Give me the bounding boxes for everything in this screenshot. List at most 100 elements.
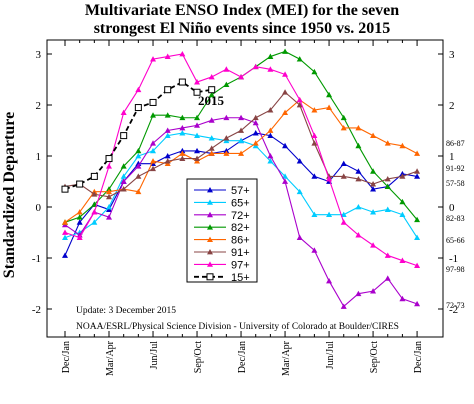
point-72-17	[311, 247, 318, 253]
legend-marker-91	[207, 249, 213, 255]
point-91-16	[296, 102, 303, 108]
point-82-23	[399, 198, 406, 205]
point-86-24	[414, 150, 421, 156]
point-86-12	[238, 150, 245, 156]
point-57-0	[62, 252, 68, 258]
point-65-22	[384, 206, 391, 212]
end-label-97-98: 97-98	[446, 265, 465, 274]
point-97-21	[370, 242, 377, 248]
legend-marker-82	[207, 224, 213, 230]
point-65-20	[355, 204, 362, 210]
point-72-11	[223, 114, 230, 121]
point-82-7	[164, 112, 171, 118]
point-82-8	[179, 114, 186, 121]
x-tick-label-6: Jun/Jul	[325, 341, 336, 370]
legend-label-72: 72+	[231, 210, 250, 222]
x-tick-label-1: Mar/Apr	[105, 340, 116, 376]
point-82-5	[135, 147, 142, 154]
point-72-3	[106, 214, 113, 220]
point-65-10	[208, 135, 215, 141]
series-line-15	[64, 81, 212, 191]
point-65-3	[106, 204, 113, 210]
point-82-4	[120, 163, 127, 169]
point-97-16	[296, 96, 303, 103]
point-86-5	[135, 188, 142, 195]
point-82-22	[384, 183, 391, 189]
point-97-4	[120, 109, 127, 116]
point-72-18	[326, 277, 333, 284]
point-57-21	[370, 186, 377, 192]
point-82-10	[208, 91, 215, 98]
point-97-11	[223, 66, 230, 72]
point-91-20	[355, 175, 362, 182]
point-91-22	[384, 175, 391, 182]
point-82-24	[414, 216, 421, 223]
series-72: 72-73	[62, 114, 465, 310]
legend-marker-65	[207, 199, 213, 205]
y-tick-label-left-0: 0	[36, 202, 42, 214]
point-72-7	[164, 127, 171, 133]
point-86-20	[355, 124, 362, 131]
y-tick-label-right--1: -1	[449, 253, 458, 265]
y-tick-label-left-3: 3	[36, 49, 42, 61]
point-15-10	[208, 86, 216, 94]
point-82-20	[355, 142, 362, 149]
point-65-5	[135, 153, 142, 159]
point-86-13	[252, 140, 259, 146]
point-57-1	[76, 219, 83, 225]
point-91-10	[208, 145, 215, 151]
point-86-1	[76, 209, 83, 215]
point-65-16	[296, 188, 303, 195]
point-91-24	[414, 168, 421, 174]
x-tick-label-3: Sep/Oct	[193, 341, 204, 373]
plot-frame	[46, 39, 444, 338]
point-82-9	[194, 114, 201, 121]
point-65-21	[370, 209, 377, 215]
point-86-6	[150, 158, 157, 164]
point-65-12	[238, 137, 245, 144]
y-tick-label-left--2: -2	[32, 304, 41, 316]
point-82-2	[91, 201, 98, 207]
point-82-17	[311, 68, 318, 75]
point-82-1	[76, 214, 83, 220]
series-15	[61, 78, 216, 193]
end-label-91-92: 91-92	[446, 164, 465, 173]
axis-ticks: -2 -2 -1 -1 0 0 1 1 2 2 3 3 Dec/Jan Mar/Apr Jun/Jul Sep…	[32, 40, 458, 376]
point-65-2	[91, 219, 98, 225]
point-72-20	[355, 290, 362, 297]
point-15-1	[76, 180, 84, 188]
point-57-14	[267, 132, 274, 138]
point-91-23	[399, 173, 406, 179]
legend-marker-72	[207, 211, 213, 218]
point-97-23	[399, 257, 406, 263]
point-72-13	[252, 119, 259, 126]
point-91-15	[282, 89, 289, 95]
update-note: Update: 3 December 2015	[76, 306, 176, 316]
legend-marker-86	[207, 236, 213, 242]
point-15-4	[120, 132, 128, 140]
point-72-14	[267, 153, 274, 159]
point-57-17	[311, 173, 318, 179]
point-97-5	[135, 86, 142, 93]
point-86-14	[267, 127, 274, 133]
point-91-2	[91, 191, 98, 197]
annotation-2015: 2015	[198, 93, 225, 108]
series-91: 91-92	[62, 89, 465, 200]
y-tick-label-right-2: 2	[449, 100, 455, 112]
point-72-21	[370, 288, 377, 294]
x-tick-label-7: Sep/Oct	[369, 341, 380, 373]
point-57-7	[164, 153, 171, 159]
point-97-10	[208, 73, 215, 80]
y-tick-label-right-3: 3	[449, 49, 455, 61]
point-57-20	[355, 168, 362, 174]
point-65-19	[340, 211, 347, 218]
point-65-23	[399, 211, 406, 218]
point-72-22	[384, 275, 391, 281]
point-91-7	[164, 158, 171, 164]
point-86-8	[179, 150, 186, 156]
y-tick-label-left-1: 1	[36, 151, 42, 163]
point-97-8	[179, 51, 186, 57]
legend-entries: 57+65+72+82+86+91+97+15+	[194, 185, 250, 284]
point-65-0	[62, 234, 68, 240]
point-15-6	[149, 98, 157, 106]
